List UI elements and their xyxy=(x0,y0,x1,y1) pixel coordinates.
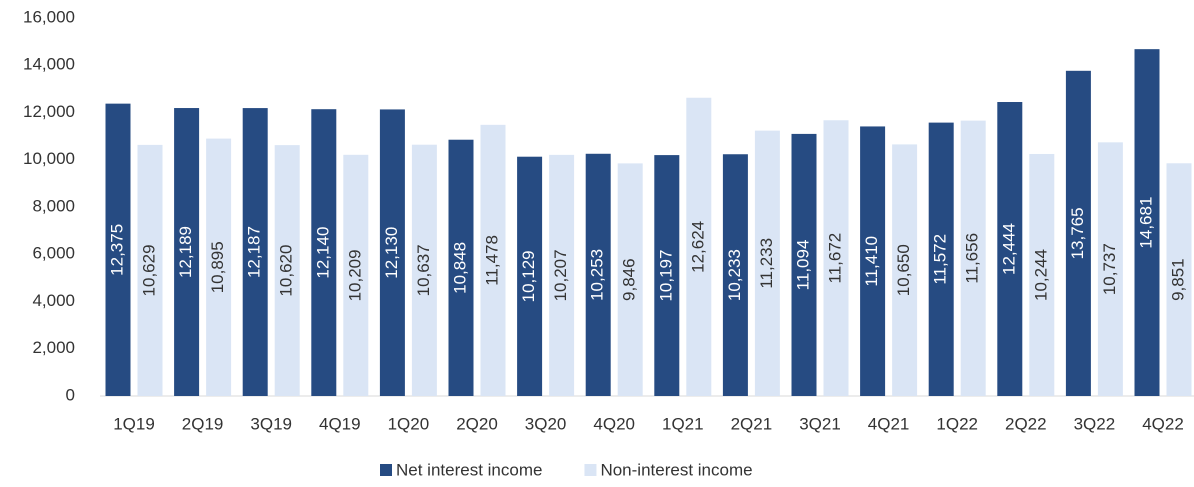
value-label: 12,444 xyxy=(999,223,1018,275)
value-label: 10,129 xyxy=(519,250,538,302)
value-label: 10,895 xyxy=(208,241,227,293)
value-label: 10,197 xyxy=(656,250,675,302)
bar xyxy=(754,130,780,397)
bar xyxy=(1134,49,1160,396)
value-label: 10,244 xyxy=(1031,249,1050,301)
value-label: 10,233 xyxy=(725,249,744,301)
y-tick-label: 6,000 xyxy=(32,244,75,263)
x-tick-label: 1Q22 xyxy=(936,414,978,433)
legend-swatch xyxy=(380,464,392,476)
x-tick-label: 4Q22 xyxy=(1142,414,1184,433)
value-label: 10,737 xyxy=(1100,243,1119,295)
value-label: 12,140 xyxy=(313,227,332,279)
bar xyxy=(791,133,817,397)
bar xyxy=(686,97,712,397)
x-tick-label: 1Q21 xyxy=(662,414,704,433)
y-tick-label: 10,000 xyxy=(23,149,75,168)
bar xyxy=(892,144,918,396)
bar xyxy=(242,108,268,396)
value-label: 11,094 xyxy=(793,240,812,291)
x-tick-label: 3Q21 xyxy=(799,414,841,433)
bar xyxy=(823,120,849,397)
y-tick-label: 4,000 xyxy=(32,291,75,310)
legend-swatch xyxy=(584,464,597,476)
value-label: 10,650 xyxy=(894,244,913,296)
bar xyxy=(997,102,1023,396)
value-label: 10,207 xyxy=(551,249,570,301)
bar xyxy=(617,163,643,396)
bar xyxy=(585,153,611,396)
x-tick-label: 3Q22 xyxy=(1074,414,1116,433)
x-tick-label: 2Q20 xyxy=(456,414,498,433)
x-tick-label: 2Q22 xyxy=(1005,414,1047,433)
legend-label: Net interest income xyxy=(396,460,542,479)
x-tick-label: 2Q21 xyxy=(731,414,773,433)
bar xyxy=(105,103,131,396)
bar xyxy=(379,109,405,397)
x-tick-label: 3Q20 xyxy=(525,414,567,433)
bar xyxy=(1065,70,1091,396)
value-label: 9,851 xyxy=(1168,258,1187,301)
value-label: 11,478 xyxy=(482,235,501,286)
value-label: 10,253 xyxy=(588,249,607,301)
value-label: 10,848 xyxy=(450,242,469,294)
y-tick-label: 12,000 xyxy=(23,102,75,121)
value-label: 10,209 xyxy=(345,249,364,301)
x-tick-label: 4Q19 xyxy=(319,414,361,433)
bar xyxy=(860,126,886,396)
bar xyxy=(274,145,300,396)
x-tick-label: 1Q20 xyxy=(388,414,430,433)
value-label: 11,672 xyxy=(825,233,844,284)
y-tick-label: 0 xyxy=(66,385,75,404)
value-label: 12,189 xyxy=(176,226,195,278)
bar xyxy=(654,155,680,396)
value-label: 11,656 xyxy=(963,233,982,284)
value-label: 11,572 xyxy=(931,234,950,285)
value-label: 11,233 xyxy=(757,238,776,289)
x-tick-label: 1Q19 xyxy=(113,414,155,433)
bar xyxy=(928,122,954,396)
value-label: 12,130 xyxy=(382,227,401,279)
bar xyxy=(1097,142,1123,396)
value-label: 12,624 xyxy=(688,221,707,273)
value-label: 12,187 xyxy=(245,226,264,278)
bar xyxy=(1029,153,1055,396)
value-label: 10,629 xyxy=(139,244,158,296)
legend-label: Non-interest income xyxy=(600,460,752,479)
x-tick-label: 3Q19 xyxy=(250,414,292,433)
bar xyxy=(311,109,337,396)
bar xyxy=(343,154,369,396)
bar xyxy=(960,120,986,396)
value-label: 10,620 xyxy=(277,245,296,297)
value-label: 13,765 xyxy=(1068,207,1087,259)
x-tick-label: 4Q21 xyxy=(868,414,910,433)
bar xyxy=(1166,163,1192,396)
bar xyxy=(722,154,748,396)
bar xyxy=(549,154,575,396)
bar xyxy=(411,144,437,396)
y-tick-label: 8,000 xyxy=(32,196,75,215)
value-label: 9,846 xyxy=(620,258,639,301)
bar xyxy=(517,156,543,396)
bar xyxy=(137,144,163,396)
y-tick-label: 2,000 xyxy=(32,338,75,357)
bar xyxy=(448,139,474,396)
value-label: 10,637 xyxy=(414,244,433,296)
value-label: 11,410 xyxy=(862,236,881,287)
bar xyxy=(480,124,506,397)
bar xyxy=(174,108,200,396)
y-tick-label: 16,000 xyxy=(23,7,75,26)
y-tick-label: 14,000 xyxy=(23,55,75,74)
value-label: 14,681 xyxy=(1136,197,1155,249)
bar xyxy=(206,138,232,396)
value-label: 12,375 xyxy=(107,224,126,276)
x-tick-label: 4Q20 xyxy=(593,414,635,433)
x-tick-label: 2Q19 xyxy=(182,414,224,433)
